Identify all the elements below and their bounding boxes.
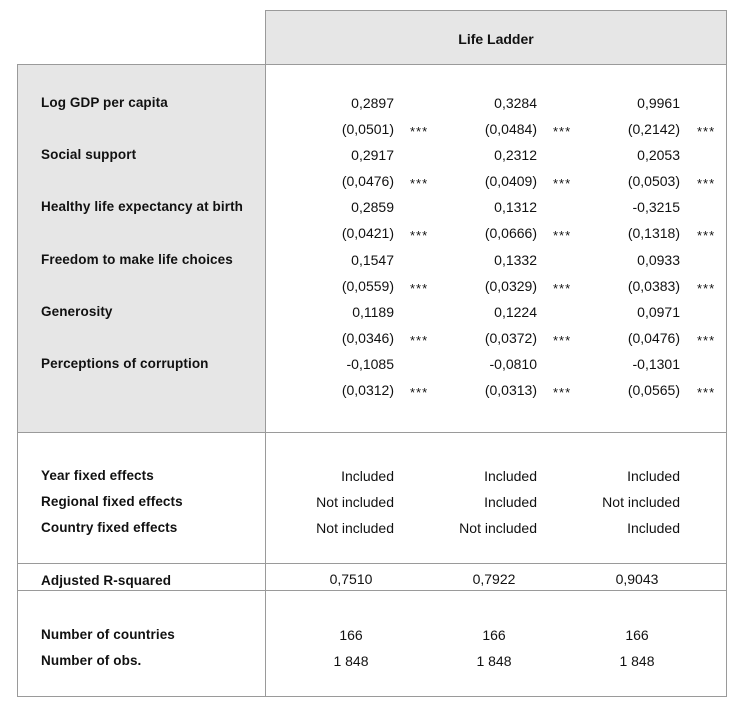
count-label: Number of countries: [41, 627, 175, 642]
r-squared-value: 0,7922: [472, 571, 516, 587]
left-border: [17, 64, 18, 697]
bottom-rule: [17, 696, 727, 697]
coefficients-rule: [17, 432, 727, 433]
r-squared-value: 0,9043: [615, 571, 659, 587]
standard-error-cell: (0,0501): [341, 121, 394, 137]
count-value: 1 848: [619, 653, 655, 669]
significance-stars: ***: [697, 332, 716, 348]
regressor-label: Freedom to make life choices: [41, 251, 233, 267]
regressor-labels-background: [17, 65, 265, 432]
count-value: 1 848: [333, 653, 369, 669]
coefficient-cell: 0,1547: [351, 251, 394, 268]
standard-error-cell: (0,0476): [627, 329, 680, 346]
count-value: 166: [339, 627, 363, 643]
significance-stars: ***: [553, 228, 572, 244]
regressor-label: Generosity: [41, 303, 113, 319]
standard-error-cell: (0,0666): [484, 225, 537, 242]
fixed-effect-label: Year fixed effects: [41, 468, 154, 483]
fixed-effects-rule: [17, 563, 727, 564]
count-label: Number of obs.: [41, 653, 142, 668]
significance-stars: ***: [410, 176, 429, 192]
standard-error-cell: (0,2142): [627, 121, 680, 137]
coefficient-cell: 0,0971: [637, 303, 680, 320]
coefficient-cell: 0,1312: [494, 199, 537, 216]
coefficient-cell: 0,1189: [352, 303, 394, 320]
count-value: 166: [482, 627, 506, 643]
significance-stars: ***: [697, 176, 716, 192]
count-value: 166: [625, 627, 649, 643]
coefficient-cell: -0,1301: [632, 356, 680, 372]
coefficient-cell: 0,1224: [494, 303, 537, 320]
significance-stars: ***: [553, 176, 572, 192]
r-squared-value: 0,7510: [329, 571, 373, 587]
header-background: [265, 10, 727, 65]
significance-stars: ***: [410, 124, 429, 139]
coefficient-cell: -0,3215: [632, 199, 680, 216]
standard-error-cell: (0,0484): [484, 121, 537, 137]
fixed-effect-value: Not included: [459, 520, 537, 536]
fixed-effect-value: Included: [341, 468, 394, 484]
standard-error-cell: (0,0372): [484, 329, 537, 346]
right-border: [726, 10, 727, 697]
significance-stars: ***: [553, 124, 572, 139]
r-squared-label: Adjusted R-squared: [41, 573, 172, 588]
regressor-label: Perceptions of corruption: [41, 356, 209, 371]
coefficient-cell: 0,1332: [494, 251, 537, 268]
dependent-variable-header: Life Ladder: [458, 31, 534, 47]
coefficient-cell: 0,2053: [637, 147, 680, 164]
standard-error-cell: (0,0559): [341, 277, 394, 294]
coefficient-cell: 0,2917: [351, 147, 394, 164]
top-rule: [265, 10, 727, 11]
significance-stars: ***: [410, 280, 429, 296]
coefficient-cell: 0,9961: [637, 95, 680, 111]
fixed-effect-value: Included: [627, 520, 680, 536]
coefficient-cell: 0,2312: [494, 147, 537, 164]
standard-error-cell: (0,0503): [627, 173, 680, 190]
header-rule: [17, 64, 727, 65]
significance-stars: ***: [410, 228, 429, 244]
fixed-effect-value: Included: [484, 494, 537, 510]
fixed-effect-value: Not included: [602, 494, 680, 510]
fixed-effect-label: Regional fixed effects: [41, 494, 183, 509]
significance-stars: ***: [697, 124, 716, 139]
fixed-effect-value: Not included: [316, 494, 394, 510]
standard-error-cell: (0,0421): [341, 225, 394, 242]
coefficient-cell: -0,0810: [489, 356, 537, 372]
significance-stars: ***: [553, 280, 572, 296]
coefficient-cell: 0,2897: [351, 95, 394, 111]
standard-error-cell: (0,0383): [627, 277, 680, 294]
significance-stars: ***: [697, 385, 716, 400]
coefficient-cell: -0,1085: [346, 356, 394, 372]
standard-error-cell: (0,0409): [484, 173, 537, 190]
coefficient-cell: 0,0933: [637, 251, 680, 268]
fixed-effect-value: Included: [484, 468, 537, 484]
count-value: 1 848: [476, 653, 512, 669]
significance-stars: ***: [553, 332, 572, 348]
standard-error-cell: (0,0565): [627, 382, 680, 398]
fixed-effect-label: Country fixed effects: [41, 520, 178, 535]
significance-stars: ***: [410, 385, 429, 400]
standard-error-cell: (0,1318): [627, 225, 680, 242]
r-squared-rule: [17, 590, 727, 591]
label-divider: [265, 10, 266, 697]
fixed-effect-value: Not included: [316, 520, 394, 536]
coefficient-cell: 0,2859: [351, 199, 394, 216]
significance-stars: ***: [697, 280, 716, 296]
standard-error-cell: (0,0476): [341, 173, 394, 190]
significance-stars: ***: [553, 385, 572, 400]
standard-error-cell: (0,0313): [484, 382, 537, 398]
regressor-label: Healthy life expectancy at birth: [41, 199, 244, 215]
fixed-effect-value: Included: [627, 468, 680, 484]
standard-error-cell: (0,0312): [341, 382, 394, 398]
regressor-label: Log GDP per capita: [41, 95, 168, 110]
standard-error-cell: (0,0329): [484, 277, 537, 294]
coefficient-cell: 0,3284: [494, 95, 537, 111]
significance-stars: ***: [697, 228, 716, 244]
standard-error-cell: (0,0346): [341, 329, 394, 346]
regressor-label: Social support: [41, 147, 137, 163]
significance-stars: ***: [410, 332, 429, 348]
